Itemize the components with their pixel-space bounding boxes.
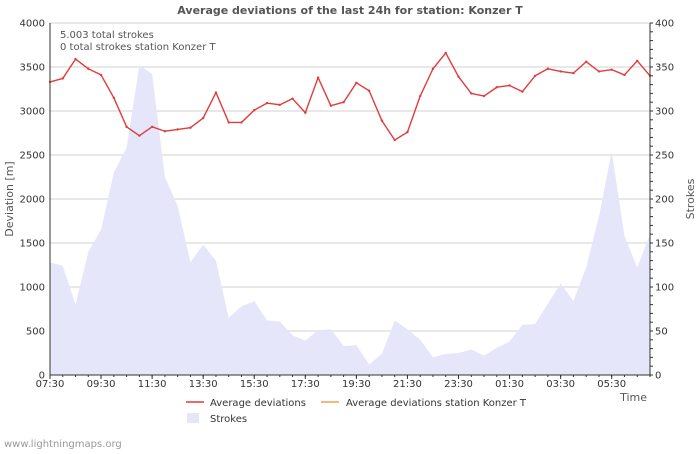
x-tick-label: 17:30 — [291, 379, 320, 390]
average-deviations-point — [342, 101, 345, 104]
y2-tick-label: 50 — [655, 327, 668, 338]
y2-axis-title: Strokes — [684, 178, 697, 219]
y-tick-label: 3000 — [20, 107, 45, 118]
x-axis-title: Time — [619, 391, 647, 404]
average-deviations-line — [49, 52, 651, 141]
x-tick-label: 19:30 — [342, 379, 371, 390]
y2-tick-label: 100 — [655, 283, 674, 294]
average-deviations-point — [201, 116, 205, 120]
average-deviations-point — [189, 126, 192, 129]
average-deviations-point — [559, 70, 562, 73]
chart-title: Average deviations of the last 24h for s… — [177, 4, 523, 17]
average-deviations-point — [112, 96, 116, 100]
average-deviations-point — [291, 97, 294, 100]
average-deviations-point — [457, 75, 460, 78]
average-deviations-point — [74, 57, 77, 61]
average-deviations-point — [597, 70, 601, 73]
legend-swatch-strokes — [187, 413, 199, 423]
average-deviations-point — [533, 74, 537, 78]
average-deviations-point — [304, 111, 307, 114]
legend-label-strokes: Strokes — [210, 414, 247, 425]
y2-tick-label: 250 — [655, 151, 674, 162]
x-tick-label: 03:30 — [546, 379, 575, 390]
average-deviations-point — [546, 67, 550, 70]
x-tick-label: 15:30 — [240, 379, 269, 390]
average-deviations-point — [521, 90, 524, 93]
y2-tick-label: 400 — [655, 19, 674, 30]
average-deviations-point — [265, 101, 269, 105]
y2-tick-label: 150 — [655, 239, 674, 250]
strokes-area — [50, 65, 650, 376]
average-deviations-point — [150, 125, 154, 129]
average-deviations-point — [623, 73, 626, 77]
footer-credit: www.lightningmaps.org — [4, 439, 122, 450]
y2-tick-label: 300 — [655, 107, 674, 118]
average-deviations-point — [240, 121, 243, 124]
average-deviations-point — [572, 71, 575, 75]
average-deviations-point — [584, 60, 588, 63]
y-tick-label: 1500 — [20, 239, 45, 250]
x-tick-label: 09:30 — [87, 379, 116, 390]
average-deviations-point — [444, 51, 447, 55]
legend-label-station-deviations: Average deviations station Konzer T — [346, 398, 527, 409]
average-deviations-point — [61, 77, 64, 80]
annotation-total-strokes: 5.003 total strokes — [60, 30, 154, 41]
x-tick-label: 13:30 — [189, 379, 218, 390]
y2-tick-label: 350 — [655, 63, 674, 74]
average-deviations-point — [367, 89, 371, 92]
average-deviations-point — [278, 103, 281, 107]
legend: Average deviations Average deviations st… — [186, 398, 527, 425]
average-deviations-point — [393, 138, 396, 142]
average-deviations-point — [329, 104, 333, 107]
average-deviations-point — [495, 86, 499, 89]
y-tick-label: 0 — [39, 371, 45, 382]
average-deviations-point — [482, 94, 486, 98]
average-deviations-point — [431, 67, 435, 70]
average-deviations-point — [355, 81, 358, 85]
y2-tick-label: 200 — [655, 195, 674, 206]
average-deviations-point — [138, 134, 141, 137]
y-tick-label: 2500 — [20, 151, 45, 162]
average-deviations-point — [87, 67, 90, 70]
x-tick-label: 05:30 — [597, 379, 626, 390]
average-deviations-point — [99, 73, 103, 77]
deviation-line-layer — [48, 51, 652, 142]
strokes-area-layer — [50, 65, 650, 376]
average-deviations-point — [508, 84, 511, 87]
y-tick-label: 500 — [26, 327, 45, 338]
average-deviations-point — [163, 130, 167, 133]
average-deviations-point — [316, 76, 320, 79]
average-deviations-point — [610, 68, 613, 71]
average-deviations-point — [176, 128, 179, 131]
y-tick-label: 3500 — [20, 63, 45, 74]
y-tick-label: 2000 — [20, 195, 45, 206]
average-deviations-point — [470, 92, 473, 95]
average-deviations-point — [253, 108, 256, 112]
average-deviations-point — [125, 125, 128, 129]
annotation-station-strokes: 0 total strokes station Konzer T — [60, 42, 217, 53]
y-tick-label: 1000 — [20, 283, 45, 294]
legend-label-average-deviations: Average deviations — [210, 398, 306, 409]
x-tick-label: 21:30 — [393, 379, 422, 390]
average-deviations-point — [380, 119, 384, 122]
y-tick-label: 4000 — [20, 19, 45, 30]
average-deviations-point — [214, 91, 218, 94]
average-deviations-point — [419, 94, 422, 98]
y2-tick-label: 0 — [655, 371, 661, 382]
average-deviations-point — [406, 130, 409, 134]
average-deviations-point — [227, 121, 230, 124]
average-deviations-point — [636, 59, 639, 63]
x-tick-label: 07:30 — [36, 379, 65, 390]
x-tick-label: 11:30 — [138, 379, 167, 390]
x-tick-label: 23:30 — [444, 379, 473, 390]
x-tick-label: 01:30 — [495, 379, 524, 390]
y-axis-title: Deviation [m] — [3, 161, 16, 236]
